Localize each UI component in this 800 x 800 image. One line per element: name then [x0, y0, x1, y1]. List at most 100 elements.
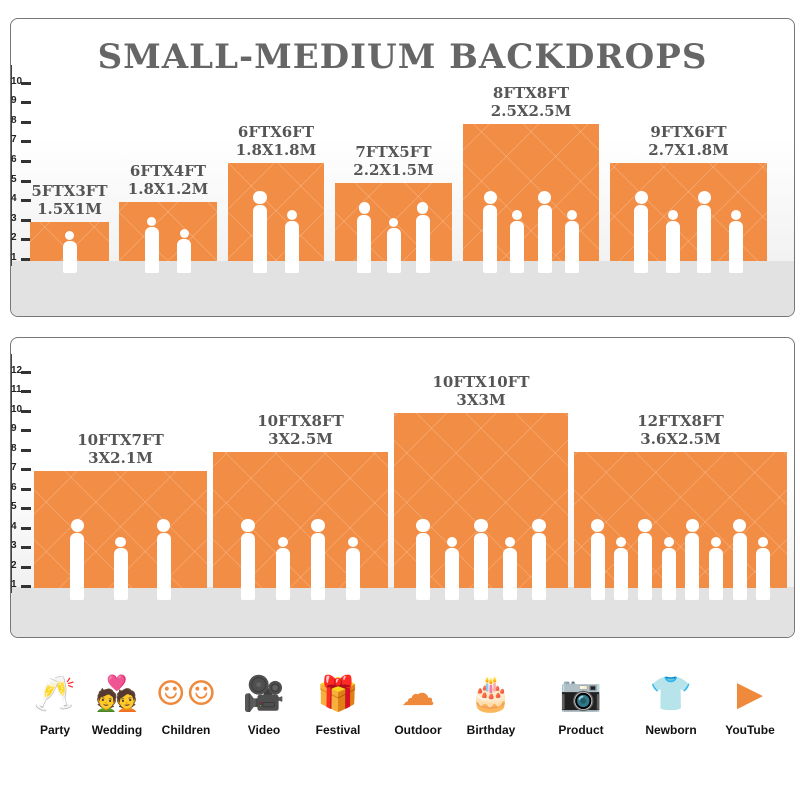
person-silhouette [730, 518, 750, 600]
body [661, 547, 676, 600]
head [566, 209, 577, 220]
backdrop-label: 10FTX8FT 3X2.5M [257, 412, 344, 448]
person-silhouette [480, 191, 500, 273]
body [62, 240, 77, 273]
person-silhouette [442, 536, 462, 600]
size-meters: 3.6X2.5M [640, 429, 721, 448]
backdrop-label: 6FTX6FT 1.8X1.8M [236, 123, 316, 159]
body [638, 532, 652, 600]
tick-label: 7 [11, 134, 17, 146]
baby-onesie-icon: 👕 [649, 674, 693, 714]
head [512, 209, 523, 220]
use-label: Outdoor [394, 723, 442, 737]
axis-tick: 1 [11, 579, 31, 590]
tick-label: 10 [11, 403, 23, 415]
size-meters: 1.8X1.2M [127, 180, 209, 199]
tick-mark [21, 258, 31, 261]
person-silhouette [238, 518, 258, 600]
play-button-icon: ▶ [736, 674, 764, 714]
axis-tick: 4 [11, 520, 31, 532]
y-axis [11, 65, 12, 266]
tick-mark [21, 238, 31, 242]
person-silhouette [384, 218, 404, 273]
person-silhouette [67, 518, 87, 600]
size-meters: 3X2.1M [88, 449, 153, 467]
person-silhouette [663, 209, 683, 273]
tick-label: 6 [11, 154, 17, 165]
tick-label: 4 [11, 193, 17, 205]
tick-label: 4 [11, 520, 17, 532]
use-birthday: 🎂 Birthday [451, 665, 531, 737]
tick-mark [21, 468, 31, 471]
tick-label: 7 [11, 462, 17, 473]
size-feet: 10FTX10FT [432, 372, 530, 391]
use-product: 📷 Product [541, 665, 621, 737]
backdrop-rect [574, 451, 787, 588]
use-label: Party [39, 723, 71, 737]
head [358, 202, 370, 214]
use-video: 🎥 Video [224, 665, 304, 737]
head [347, 536, 359, 547]
head [147, 216, 157, 226]
head [730, 209, 741, 220]
head [634, 191, 648, 205]
use-label: Newborn [645, 723, 697, 737]
body [634, 205, 649, 273]
tick-mark [21, 101, 31, 105]
tick-label: 8 [11, 442, 17, 454]
head [179, 229, 189, 239]
axis-tick: 9 [11, 95, 31, 106]
axis-tick: 5 [11, 501, 31, 512]
backdrop-label: 9FTX6FT 2.7X1.8M [648, 123, 728, 159]
backdrop-rect [228, 163, 324, 261]
body [346, 547, 360, 600]
axis-tick: 8 [11, 115, 31, 126]
head [311, 518, 325, 532]
head [758, 536, 769, 547]
use-label: Video [247, 723, 281, 737]
head [277, 536, 289, 547]
head [474, 518, 488, 532]
head [483, 191, 497, 205]
head [446, 536, 458, 547]
tick-mark [21, 160, 31, 163]
tick-label: 3 [11, 212, 17, 224]
head [667, 209, 678, 220]
axis-tick: 6 [11, 482, 31, 493]
person-silhouette [413, 518, 433, 600]
head [697, 191, 711, 205]
champagne-glasses-icon: 🥂 [33, 674, 77, 714]
person-silhouette [659, 536, 679, 600]
tick-mark [21, 507, 31, 510]
size-feet: 10FTX7FT [77, 431, 164, 449]
body [177, 239, 192, 273]
person-silhouette [706, 536, 726, 600]
use-label: Festival [315, 723, 361, 737]
backdrop-label: 10FTX7FT 3X2.1M [77, 431, 164, 467]
person-silhouette [250, 191, 270, 273]
size-meters: 2.7X1.8M [648, 141, 729, 159]
tick-mark [21, 448, 31, 452]
body [285, 220, 299, 273]
person-silhouette [142, 216, 162, 273]
gift-box-icon: 🎁 [316, 674, 360, 714]
backdrop-label: 5FTX3FT 1.5X1M [31, 182, 107, 218]
use-label: Children [161, 723, 211, 737]
person-silhouette [535, 191, 555, 273]
axis-tick: 7 [11, 462, 31, 473]
backdrop-label: 7FTX5FT 2.2X1.5M [353, 143, 433, 179]
birthday-cake-icon: 🎂 [469, 674, 513, 714]
axis-tick: 6 [11, 154, 31, 165]
small-medium-panel: SMALL-MEDIUM BACKDROPS 1 2 3 4 5 6 7 8 9 10 5FTX3F… [10, 18, 795, 317]
tick-mark [21, 218, 31, 222]
tick-mark [21, 179, 31, 183]
backdrop-rect [119, 202, 217, 261]
size-feet: 10FTX8FT [257, 411, 344, 430]
body [537, 205, 552, 273]
body [416, 532, 430, 600]
use-children: ☺☺ Children [146, 665, 226, 737]
tick-mark [21, 199, 31, 203]
use-party: 🥂 Party [15, 665, 95, 737]
tick-mark [21, 526, 31, 530]
body [732, 532, 747, 600]
